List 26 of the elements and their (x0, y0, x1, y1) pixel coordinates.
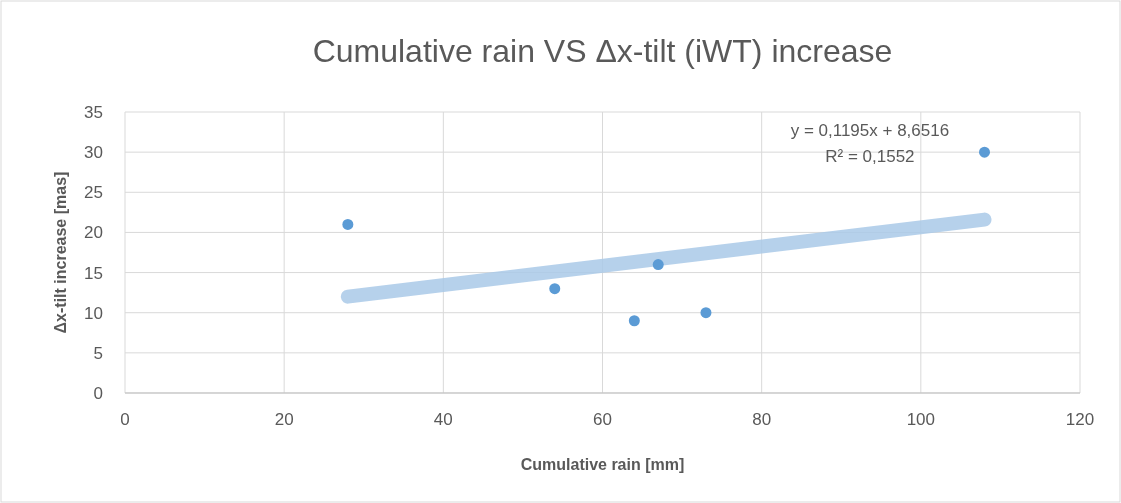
annotation: R² = 0,1552 (825, 147, 915, 166)
x-tick-label: 100 (906, 410, 936, 429)
annotation: y = 0,1195x + 8,6516 (790, 121, 950, 140)
x-tick-label: 80 (752, 410, 772, 429)
point (652, 259, 664, 271)
x-tick-label: 120 (1065, 410, 1095, 429)
y-tick-label: 5 (93, 343, 103, 363)
point (979, 146, 990, 158)
y-axis-title: Δx-tilt increase [mas] (52, 171, 69, 334)
x-tick-label: 60 (593, 410, 612, 429)
y-tick-label: 30 (84, 143, 103, 163)
x-tick-label: 0 (120, 410, 130, 429)
point (700, 307, 712, 319)
y-tick-label: 0 (93, 384, 103, 403)
x-axis-title: Cumulative rain [mm] (520, 456, 685, 473)
chart-title: Cumulative rain VS Δx-tilt (iWT) increase (312, 33, 893, 69)
y-tick-label: 20 (84, 223, 103, 243)
y-tick-label: 35 (84, 103, 103, 122)
y-tick-label: 10 (84, 303, 103, 323)
point (342, 218, 354, 230)
y-tick-label: 25 (84, 183, 103, 203)
y-tick-label: 15 (84, 263, 103, 283)
point (549, 283, 561, 295)
x-tick-label: 40 (433, 410, 453, 429)
point (628, 315, 640, 327)
x-tick-label: 20 (274, 410, 294, 429)
